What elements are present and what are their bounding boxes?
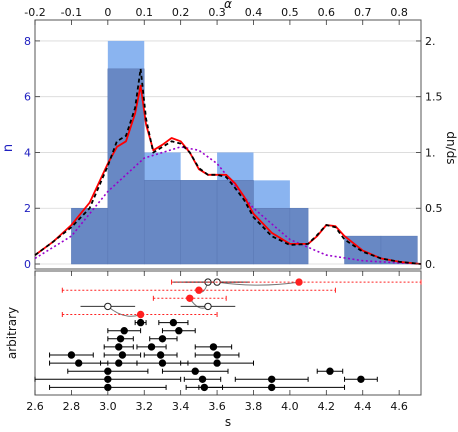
top-tick-label: 0.5 [281,6,299,19]
top-tick-label: 0.3 [208,6,226,19]
data-point [104,367,112,375]
data-point [147,343,156,351]
data-point [209,343,218,351]
data-point [175,327,183,335]
top-axis-title: α [224,0,232,11]
top-tick-label: 0.8 [390,6,408,19]
left-tick-label: 8 [24,35,31,48]
left-axis-title: n [1,144,16,152]
right-tick-label: 1.5 [425,91,443,104]
bottom-panel-frame [34,270,422,396]
bottom-tick-label: 3.4 [172,400,190,413]
connector-arrow [217,281,300,286]
right-tick-label: 0. [425,258,436,271]
data-point [169,318,178,327]
data-point [136,310,145,319]
left-tick-label: 0 [24,258,31,271]
bottom-tick-label: 2.6 [26,400,44,413]
data-point [104,383,112,392]
top-tick-label: 0.6 [318,6,336,19]
data-point [198,375,207,383]
top-tick-label: 0.7 [354,6,372,19]
data-point [104,375,112,383]
data-point [118,351,127,359]
right-tick-label: 0.5 [425,202,443,215]
bottom-tick-label: 3.6 [208,400,226,413]
data-point [267,383,276,392]
data-point [213,351,221,359]
histogram-bar [216,180,254,265]
top-tick-label: 0.1 [135,6,153,19]
data-point [120,327,128,335]
bottom-tick-label: 4.2 [318,400,336,413]
histogram-bar [253,207,291,265]
left-tick-label: 6 [24,91,31,104]
right-tick-label: 1. [425,146,436,159]
top-tick-label: 0 [104,6,111,19]
data-point [136,318,145,327]
data-point [326,367,334,375]
data-point [156,351,165,359]
data-point [195,286,203,294]
left-tick-label: 4 [24,146,31,159]
bottom-tick-label: 4.4 [354,400,372,413]
bottom-tick-label: 2.8 [63,400,81,413]
data-point [267,375,276,383]
data-point [74,359,83,367]
histogram-bar [71,207,109,265]
black-dashed-curve [34,67,422,265]
left-tick-label: 2 [24,202,31,215]
bottom-tick-label: 3.0 [99,400,117,413]
top-tick-label: -0.2 [24,6,45,19]
bottom-tick-label: 3.2 [135,400,153,413]
data-point [213,359,221,367]
data-point [357,375,365,383]
histogram-bar [289,207,309,265]
histogram-bar [143,180,181,265]
right-tick-label: 2. [425,35,436,48]
top-tick-label: 0.2 [172,6,190,19]
top-tick-label: 0.4 [245,6,263,19]
data-point [191,367,199,375]
data-point [67,351,76,359]
bottom-tick-label: 4.6 [390,400,408,413]
top-tick-label: -0.1 [61,6,82,19]
data-point [295,278,303,286]
data-point [104,302,112,311]
right-axis-title: dn/ds [444,131,458,164]
bottom-axis-title: s [225,415,231,429]
data-point [204,302,212,311]
data-point [115,359,123,367]
data-point [115,343,123,351]
bottom-tick-label: 4.0 [281,400,299,413]
data-point [158,335,167,343]
bottom-y-axis-title: arbitrary [5,307,19,359]
bottom-tick-label: 3.8 [245,400,263,413]
data-point [186,294,194,302]
data-point [158,359,167,367]
data-point [116,335,125,343]
histogram-bar [180,180,218,265]
